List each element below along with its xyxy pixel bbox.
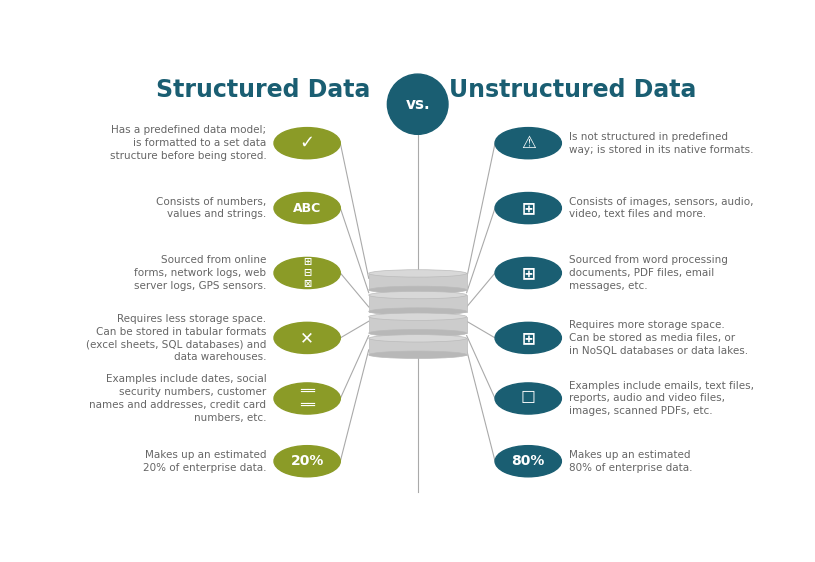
Ellipse shape bbox=[274, 323, 341, 353]
Ellipse shape bbox=[274, 446, 341, 477]
Ellipse shape bbox=[495, 446, 562, 477]
Text: ✓: ✓ bbox=[300, 134, 315, 152]
Ellipse shape bbox=[368, 270, 467, 277]
Ellipse shape bbox=[495, 257, 562, 288]
Text: ⊞: ⊞ bbox=[522, 199, 535, 217]
Text: Unstructured Data: Unstructured Data bbox=[449, 78, 696, 102]
Ellipse shape bbox=[368, 334, 467, 342]
Text: Consists of images, sensors, audio,
video, text files and more.: Consists of images, sensors, audio, vide… bbox=[569, 197, 753, 220]
Text: Requires less storage space.
Can be stored in tabular formats
(excel sheets, SQL: Requires less storage space. Can be stor… bbox=[86, 314, 267, 362]
Text: ☐: ☐ bbox=[521, 389, 535, 407]
Text: Makes up an estimated
20% of enterprise data.: Makes up an estimated 20% of enterprise … bbox=[143, 450, 267, 473]
Ellipse shape bbox=[368, 329, 467, 337]
Ellipse shape bbox=[368, 286, 467, 293]
Ellipse shape bbox=[274, 128, 341, 158]
Text: ⊞: ⊞ bbox=[522, 264, 535, 282]
Text: ⚠: ⚠ bbox=[521, 134, 535, 152]
Bar bbox=[368, 295, 467, 311]
Text: Is not structured in predefined
way; is stored in its native formats.: Is not structured in predefined way; is … bbox=[569, 132, 753, 155]
Ellipse shape bbox=[368, 313, 467, 320]
Bar bbox=[368, 317, 467, 333]
Text: ABC: ABC bbox=[293, 202, 321, 215]
Ellipse shape bbox=[368, 351, 467, 359]
Text: Examples include dates, social
security numbers, customer
names and addresses, c: Examples include dates, social security … bbox=[90, 374, 267, 423]
Text: ⊞
⊟
⊠: ⊞ ⊟ ⊠ bbox=[303, 257, 311, 289]
Text: Makes up an estimated
80% of enterprise data.: Makes up an estimated 80% of enterprise … bbox=[569, 450, 693, 473]
Text: ══
══: ══ ══ bbox=[300, 385, 315, 412]
Text: Has a predefined data model;
is formatted to a set data
structure before being s: Has a predefined data model; is formatte… bbox=[110, 125, 267, 161]
Ellipse shape bbox=[495, 193, 562, 224]
Text: 80%: 80% bbox=[512, 454, 545, 468]
Bar bbox=[368, 274, 467, 290]
Ellipse shape bbox=[495, 128, 562, 158]
Text: 20%: 20% bbox=[290, 454, 324, 468]
Ellipse shape bbox=[495, 323, 562, 353]
Ellipse shape bbox=[387, 74, 448, 134]
Text: Consists of numbers,
values and strings.: Consists of numbers, values and strings. bbox=[156, 197, 267, 220]
Ellipse shape bbox=[368, 291, 467, 299]
Text: Requires more storage space.
Can be stored as media files, or
in NoSQL databases: Requires more storage space. Can be stor… bbox=[569, 320, 748, 356]
Ellipse shape bbox=[368, 308, 467, 315]
Ellipse shape bbox=[274, 257, 341, 288]
Text: vs.: vs. bbox=[405, 97, 430, 112]
Ellipse shape bbox=[274, 383, 341, 414]
Ellipse shape bbox=[495, 383, 562, 414]
Text: Sourced from online
forms, network logs, web
server logs, GPS sensors.: Sourced from online forms, network logs,… bbox=[134, 255, 267, 291]
Text: Examples include emails, text files,
reports, audio and video files,
images, sca: Examples include emails, text files, rep… bbox=[569, 380, 754, 416]
Text: ⊞: ⊞ bbox=[522, 329, 535, 347]
Text: ✕: ✕ bbox=[300, 329, 314, 347]
Bar bbox=[368, 338, 467, 355]
Ellipse shape bbox=[274, 193, 341, 224]
Text: Sourced from word processing
documents, PDF files, email
messages, etc.: Sourced from word processing documents, … bbox=[569, 255, 728, 291]
Text: Structured Data: Structured Data bbox=[156, 78, 370, 102]
